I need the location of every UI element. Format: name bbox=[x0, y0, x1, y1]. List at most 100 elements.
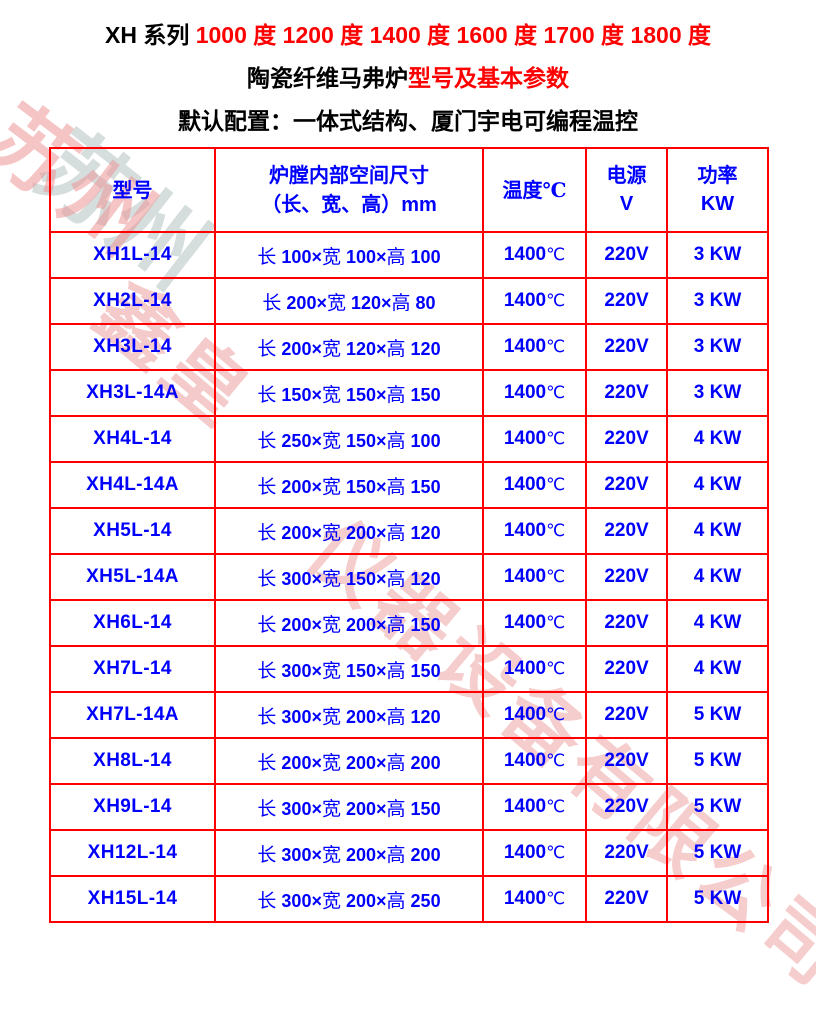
cell-temperature: 1400℃ bbox=[482, 553, 587, 601]
column-header-dimensions-label: 炉膛内部空间尺寸 bbox=[269, 162, 429, 187]
column-header-voltage-label: 电源 bbox=[606, 163, 647, 187]
cell-temperature: 1400℃ bbox=[482, 415, 587, 463]
table-row: XH5L-14 长 200×宽 200×高 120 1400℃ 220V 4 KW bbox=[49, 507, 769, 555]
column-header-temperature-label: 温度℃ bbox=[502, 177, 567, 202]
page-title-line-2: 陶瓷纤维马弗炉型号及基本参数 bbox=[0, 67, 816, 90]
cell-model: XH9L-14 bbox=[49, 783, 216, 831]
title-block: XH 系列 1000 度 1200 度 1400 度 1600 度 1700 度… bbox=[0, 0, 816, 133]
table-row: XH1L-14 长 100×宽 100×高 100 1400℃ 220V 3 KW bbox=[49, 231, 769, 279]
table-row: XH8L-14 长 200×宽 200×高 200 1400℃ 220V 5 KW bbox=[49, 737, 769, 785]
cell-power: 3 KW bbox=[666, 323, 769, 371]
column-header-model: 型号 bbox=[49, 147, 216, 233]
title-1-segment-red: 1000 度 1200 度 1400 度 1600 度 1700 度 1800 … bbox=[195, 22, 712, 48]
cell-voltage: 220V bbox=[585, 599, 668, 647]
cell-power: 5 KW bbox=[666, 691, 769, 739]
cell-voltage: 220V bbox=[585, 829, 668, 877]
cell-dimensions: 长 300×宽 200×高 250 bbox=[214, 875, 484, 923]
cell-dimensions: 长 200×宽 120×高 80 bbox=[214, 277, 484, 325]
column-header-voltage-unit: V bbox=[619, 193, 634, 215]
column-header-model-label: 型号 bbox=[112, 177, 153, 202]
cell-dimensions: 长 200×宽 200×高 200 bbox=[214, 737, 484, 785]
cell-temperature: 1400℃ bbox=[482, 461, 587, 509]
cell-temperature: 1400℃ bbox=[482, 323, 587, 371]
cell-model: XH8L-14 bbox=[49, 737, 216, 785]
column-header-power: 功率 KW bbox=[666, 147, 769, 233]
cell-voltage: 220V bbox=[585, 737, 668, 785]
table-row: XH15L-14 长 300×宽 200×高 250 1400℃ 220V 5 KW bbox=[49, 875, 769, 923]
cell-model: XH4L-14 bbox=[49, 415, 216, 463]
column-header-power-unit: KW bbox=[700, 193, 735, 215]
cell-model: XH3L-14A bbox=[49, 369, 216, 417]
table-row: XH3L-14A 长 150×宽 150×高 150 1400℃ 220V 3 KW bbox=[49, 369, 769, 417]
cell-voltage: 220V bbox=[585, 323, 668, 371]
cell-dimensions: 长 300×宽 200×高 120 bbox=[214, 691, 484, 739]
cell-power: 5 KW bbox=[666, 875, 769, 923]
cell-voltage: 220V bbox=[585, 231, 668, 279]
cell-temperature: 1400℃ bbox=[482, 277, 587, 325]
cell-dimensions: 长 200×宽 150×高 150 bbox=[214, 461, 484, 509]
cell-dimensions: 长 300×宽 200×高 200 bbox=[214, 829, 484, 877]
page-title-line-3: 默认配置：一体式结构、厦门宇电可编程温控 bbox=[0, 110, 816, 133]
cell-temperature: 1400℃ bbox=[482, 369, 587, 417]
column-header-voltage: 电源 V bbox=[585, 147, 668, 233]
title-2-segment-black: 陶瓷纤维马弗炉 bbox=[247, 65, 408, 91]
cell-model: XH12L-14 bbox=[49, 829, 216, 877]
table-row: XH2L-14 长 200×宽 120×高 80 1400℃ 220V 3 KW bbox=[49, 277, 769, 325]
cell-temperature: 1400℃ bbox=[482, 875, 587, 923]
table-header-row: 型号 炉膛内部空间尺寸 （长、宽、高）mm 温度℃ 电源 V 功率 KW bbox=[49, 147, 769, 233]
table-row: XH12L-14 长 300×宽 200×高 200 1400℃ 220V 5 KW bbox=[49, 829, 769, 877]
cell-voltage: 220V bbox=[585, 461, 668, 509]
cell-dimensions: 长 150×宽 150×高 150 bbox=[214, 369, 484, 417]
cell-model: XH5L-14A bbox=[49, 553, 216, 601]
column-header-dimensions: 炉膛内部空间尺寸 （长、宽、高）mm bbox=[214, 147, 484, 233]
table-row: XH7L-14A 长 300×宽 200×高 120 1400℃ 220V 5 KW bbox=[49, 691, 769, 739]
cell-model: XH2L-14 bbox=[49, 277, 216, 325]
title-3-segment-black: 默认配置：一体式结构、厦门宇电可编程温控 bbox=[178, 108, 638, 134]
table-row: XH3L-14 长 200×宽 120×高 120 1400℃ 220V 3 KW bbox=[49, 323, 769, 371]
cell-dimensions: 长 300×宽 200×高 150 bbox=[214, 783, 484, 831]
cell-voltage: 220V bbox=[585, 277, 668, 325]
cell-temperature: 1400℃ bbox=[482, 645, 587, 693]
cell-power: 3 KW bbox=[666, 369, 769, 417]
column-header-power-label: 功率 bbox=[697, 163, 738, 187]
cell-voltage: 220V bbox=[585, 553, 668, 601]
table-body: XH1L-14 长 100×宽 100×高 100 1400℃ 220V 3 KW XH2… bbox=[49, 231, 769, 923]
cell-dimensions: 长 300×宽 150×高 120 bbox=[214, 553, 484, 601]
title-2-segment-red: 型号及基本参数 bbox=[408, 65, 569, 91]
cell-temperature: 1400℃ bbox=[482, 737, 587, 785]
table-row: XH9L-14 长 300×宽 200×高 150 1400℃ 220V 5 KW bbox=[49, 783, 769, 831]
cell-voltage: 220V bbox=[585, 691, 668, 739]
cell-voltage: 220V bbox=[585, 875, 668, 923]
specification-table: 型号 炉膛内部空间尺寸 （长、宽、高）mm 温度℃ 电源 V 功率 KW bbox=[49, 147, 769, 923]
cell-temperature: 1400℃ bbox=[482, 231, 587, 279]
column-header-dimensions-unit: mm bbox=[401, 193, 437, 216]
table-row: XH4L-14 长 250×宽 150×高 100 1400℃ 220V 4 KW bbox=[49, 415, 769, 463]
cell-dimensions: 长 300×宽 150×高 150 bbox=[214, 645, 484, 693]
cell-power: 5 KW bbox=[666, 829, 769, 877]
spec-table-container: 型号 炉膛内部空间尺寸 （长、宽、高）mm 温度℃ 电源 V 功率 KW bbox=[49, 147, 769, 923]
cell-voltage: 220V bbox=[585, 645, 668, 693]
table-row: XH5L-14A 长 300×宽 150×高 120 1400℃ 220V 4 KW bbox=[49, 553, 769, 601]
cell-dimensions: 长 200×宽 200×高 120 bbox=[214, 507, 484, 555]
column-header-temperature: 温度℃ bbox=[482, 147, 587, 233]
cell-model: XH1L-14 bbox=[49, 231, 216, 279]
cell-power: 3 KW bbox=[666, 231, 769, 279]
cell-power: 5 KW bbox=[666, 737, 769, 785]
cell-power: 4 KW bbox=[666, 415, 769, 463]
table-row: XH4L-14A 长 200×宽 150×高 150 1400℃ 220V 4 KW bbox=[49, 461, 769, 509]
column-header-dimensions-sub-cn: （长、宽、高） bbox=[261, 191, 402, 216]
column-header-dimensions-sub: （长、宽、高）mm bbox=[216, 190, 482, 220]
cell-voltage: 220V bbox=[585, 369, 668, 417]
cell-temperature: 1400℃ bbox=[482, 599, 587, 647]
cell-power: 5 KW bbox=[666, 783, 769, 831]
cell-voltage: 220V bbox=[585, 415, 668, 463]
cell-temperature: 1400℃ bbox=[482, 783, 587, 831]
cell-voltage: 220V bbox=[585, 783, 668, 831]
cell-temperature: 1400℃ bbox=[482, 691, 587, 739]
title-1-segment-black: XH 系列 bbox=[104, 22, 196, 48]
cell-power: 3 KW bbox=[666, 277, 769, 325]
cell-model: XH4L-14A bbox=[49, 461, 216, 509]
cell-power: 4 KW bbox=[666, 507, 769, 555]
cell-dimensions: 长 200×宽 120×高 120 bbox=[214, 323, 484, 371]
cell-model: XH5L-14 bbox=[49, 507, 216, 555]
